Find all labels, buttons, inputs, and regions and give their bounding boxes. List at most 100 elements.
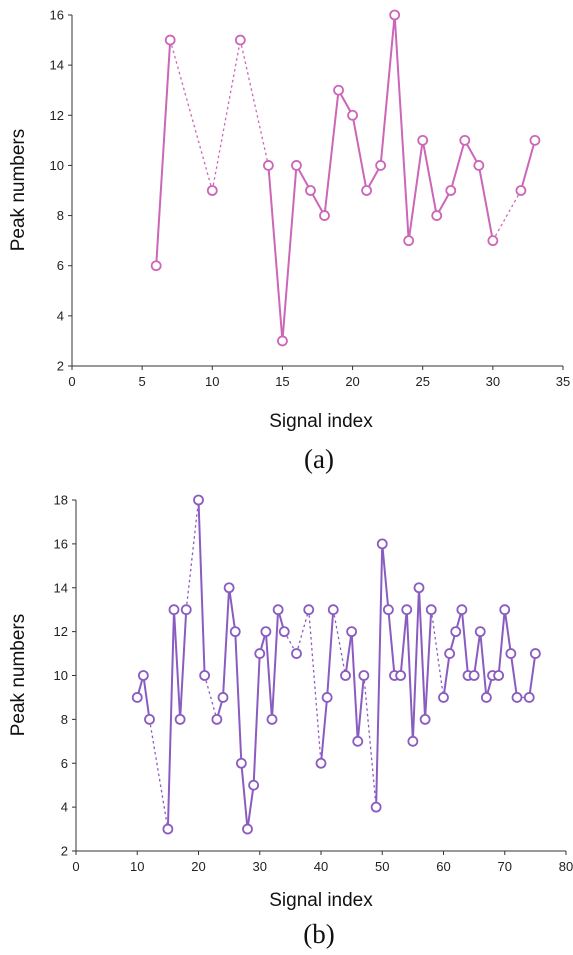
series-line-segment	[320, 697, 329, 764]
data-point-marker	[389, 9, 401, 21]
data-point-marker	[223, 582, 235, 594]
series-line-segment	[234, 631, 243, 764]
series-line-segment	[222, 587, 231, 698]
data-point-marker	[376, 538, 388, 550]
data-point-marker	[164, 34, 176, 46]
y-tick-label: 10	[54, 668, 68, 683]
y-tick-label: 8	[61, 712, 68, 727]
data-point-marker	[137, 670, 149, 681]
data-point-marker	[150, 260, 162, 272]
data-point-marker	[305, 185, 316, 196]
series-gap-segment	[308, 609, 322, 764]
data-point-marker	[229, 626, 241, 638]
x-tick-label: 60	[436, 859, 450, 874]
data-point-marker	[474, 626, 486, 638]
data-point-marker	[266, 713, 278, 725]
x-tick-label: 70	[498, 859, 512, 874]
data-point-marker	[431, 210, 443, 221]
data-point-marker	[144, 713, 155, 725]
data-point-marker	[401, 604, 413, 616]
data-point-marker	[450, 626, 462, 638]
x-tick-label: 20	[345, 374, 359, 389]
series-gap-segment	[363, 675, 377, 808]
data-point-marker	[291, 160, 302, 171]
series-line-segment	[240, 763, 249, 830]
data-point-marker	[168, 604, 180, 616]
series-line-segment	[271, 609, 280, 720]
data-point-marker	[272, 604, 284, 616]
data-point-marker	[321, 692, 333, 703]
series-line-segment	[479, 631, 488, 698]
y-tick-label: 2	[61, 844, 68, 859]
data-point-marker	[505, 648, 517, 659]
x-tick-label: 15	[275, 374, 289, 389]
data-point-marker	[361, 185, 373, 196]
data-point-marker	[217, 692, 229, 703]
series-line-segment	[405, 609, 414, 742]
data-point-marker	[417, 134, 429, 146]
series-line-segment	[411, 587, 420, 742]
y-tick-label: 4	[57, 308, 64, 323]
data-point-marker	[515, 185, 527, 196]
series-line-segment	[375, 543, 384, 808]
y-tick-label: 10	[50, 158, 64, 173]
series-line-segment	[350, 631, 359, 742]
series-gap-segment	[203, 675, 218, 720]
series-gap-segment	[148, 719, 169, 830]
x-tick-label: 35	[556, 374, 570, 389]
series-line-segment	[449, 140, 466, 191]
x-tick-label: 25	[415, 374, 429, 389]
series-gap-segment	[239, 39, 270, 166]
series-gap-segment	[169, 39, 213, 191]
data-point-marker	[493, 670, 505, 681]
data-point-marker	[278, 626, 290, 638]
data-point-marker	[347, 109, 358, 121]
data-point-marker	[340, 670, 351, 681]
panel-caption-b: (b)	[303, 919, 334, 949]
series-line-segment	[228, 587, 237, 632]
series-gap-segment	[295, 609, 310, 654]
y-tick-label: 4	[61, 800, 68, 815]
series-line-segment	[326, 609, 335, 698]
data-point-marker	[456, 604, 468, 616]
plot-area-b: 2 4 6 8 10 12 14 16 18 0 10 20 30 40 50 60 70 80	[54, 493, 573, 875]
panel-caption-a: (a)	[304, 444, 334, 474]
x-axis-label-a: Signal index	[269, 411, 373, 432]
data-point-marker	[459, 134, 471, 146]
data-point-marker	[242, 823, 253, 835]
x-axis-label-b: Signal index	[269, 890, 373, 911]
chart-panel-b: 2 4 6 8 10 12 14 16 18 0 10 20 30 40 50 60 70 80 Signal i…	[8, 493, 573, 950]
data-point-marker	[211, 713, 223, 725]
data-point-marker	[413, 582, 425, 594]
data-point-marker	[248, 779, 260, 791]
series-line-segment	[323, 90, 340, 216]
data-point-marker	[319, 210, 330, 221]
data-point-marker	[277, 335, 288, 347]
plot-area-a: 2 4 6 8 10 12 14 16 0 5 10 15 20 25 30 35	[50, 8, 571, 390]
series-gap-segment	[283, 631, 298, 654]
y-tick-label: 6	[61, 756, 68, 771]
data-point-marker	[407, 735, 419, 747]
data-point-marker	[260, 626, 272, 638]
data-point-marker	[445, 185, 457, 196]
series-line-segment	[142, 675, 151, 720]
data-point-marker	[333, 84, 344, 96]
series-line-segment	[509, 653, 518, 698]
series-line-segment	[407, 140, 424, 241]
y-tick-label: 12	[50, 108, 64, 123]
series-line-segment	[424, 609, 433, 720]
data-point-marker	[438, 692, 449, 703]
data-point-marker	[174, 713, 186, 725]
data-point-marker	[499, 604, 511, 616]
x-tick-label: 10	[130, 859, 144, 874]
data-point-marker	[315, 757, 327, 769]
series-line-segment	[252, 653, 261, 786]
data-point-marker	[487, 235, 499, 247]
data-point-marker	[425, 604, 437, 616]
x-tick-label: 0	[72, 859, 79, 874]
series-line-segment	[473, 631, 482, 676]
data-point-marker	[206, 185, 218, 196]
y-tick-label: 14	[50, 58, 64, 73]
data-point-marker	[254, 648, 266, 659]
